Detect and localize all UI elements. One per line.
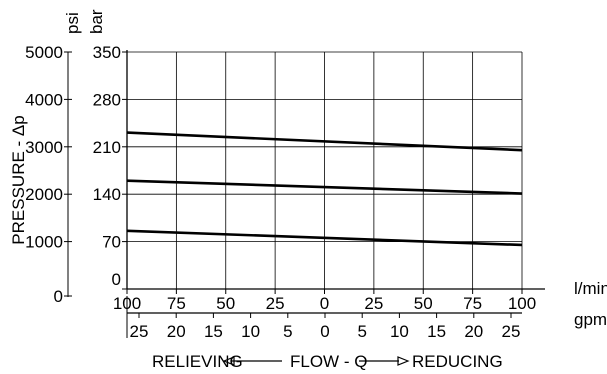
- x-secondary-tick-label: 5: [283, 322, 292, 341]
- arrow-right: [359, 356, 410, 366]
- x-primary-tick-label: 25: [364, 294, 383, 313]
- x-secondary-tick-label: 15: [427, 322, 446, 341]
- x-primary-tick-label: 25: [266, 294, 285, 313]
- psi-tick-label: 5000: [25, 43, 63, 62]
- x-secondary-tick-label: 20: [464, 322, 483, 341]
- x-secondary-tick-label: 15: [204, 322, 223, 341]
- bar-unit-label: bar: [87, 9, 106, 34]
- x-secondary-tick-label: 25: [130, 322, 149, 341]
- x-primary-tick-label: 50: [216, 294, 235, 313]
- direction-label-center: FLOW - Q: [290, 352, 367, 371]
- x-secondary-tick-label: 5: [357, 322, 366, 341]
- bar-tick-label: 210: [93, 138, 121, 157]
- series-line-1: [126, 131, 523, 152]
- x-primary-tick-label: 0: [320, 294, 329, 313]
- bar-tick-label: 70: [102, 233, 121, 252]
- bar-tick-label: 140: [93, 185, 121, 204]
- x-primary-tick-label: 75: [167, 294, 186, 313]
- axis-labels: psi bar PRESSURE - Δp l/min gpm RELIEVIN…: [9, 9, 607, 371]
- bar-tick-label: 350: [93, 43, 121, 62]
- x-secondary-tick-label: 20: [167, 322, 186, 341]
- psi-tick-label: 4000: [25, 90, 63, 109]
- x-primary-tick-label: 100: [113, 294, 141, 313]
- x-primary-tick-label: 50: [414, 294, 433, 313]
- x-primary-tick-label: 75: [463, 294, 482, 313]
- grid: [127, 51, 523, 289]
- bar-tick-label: 280: [93, 90, 121, 109]
- series-lines: [126, 131, 523, 247]
- arrow-left: [222, 356, 282, 366]
- x-secondary-tick-label: 10: [241, 322, 260, 341]
- x-secondary-tick-label: 0: [320, 322, 329, 341]
- psi-tick-label: 2000: [25, 185, 63, 204]
- series-line-3: [126, 229, 523, 247]
- psi-tick-label: 3000: [25, 138, 63, 157]
- series-line-2: [126, 179, 523, 195]
- bar-tick-label: 0: [112, 270, 121, 289]
- x-secondary-tick-label: 25: [502, 322, 521, 341]
- x-primary-tick-label: 100: [508, 294, 536, 313]
- psi-tick-label: 1000: [25, 233, 63, 252]
- axes: [64, 50, 545, 338]
- y-axis-title: PRESSURE - Δp: [9, 115, 28, 244]
- psi-tick-label: 0: [54, 287, 63, 306]
- direction-label-left: RELIEVING: [152, 352, 243, 371]
- x-secondary-tick-label: 10: [390, 322, 409, 341]
- psi-unit-label: psi: [63, 12, 82, 34]
- x-secondary-unit-label: gpm: [574, 310, 607, 329]
- x-primary-unit-label: l/min: [574, 279, 607, 298]
- direction-label-right: REDUCING: [412, 352, 503, 371]
